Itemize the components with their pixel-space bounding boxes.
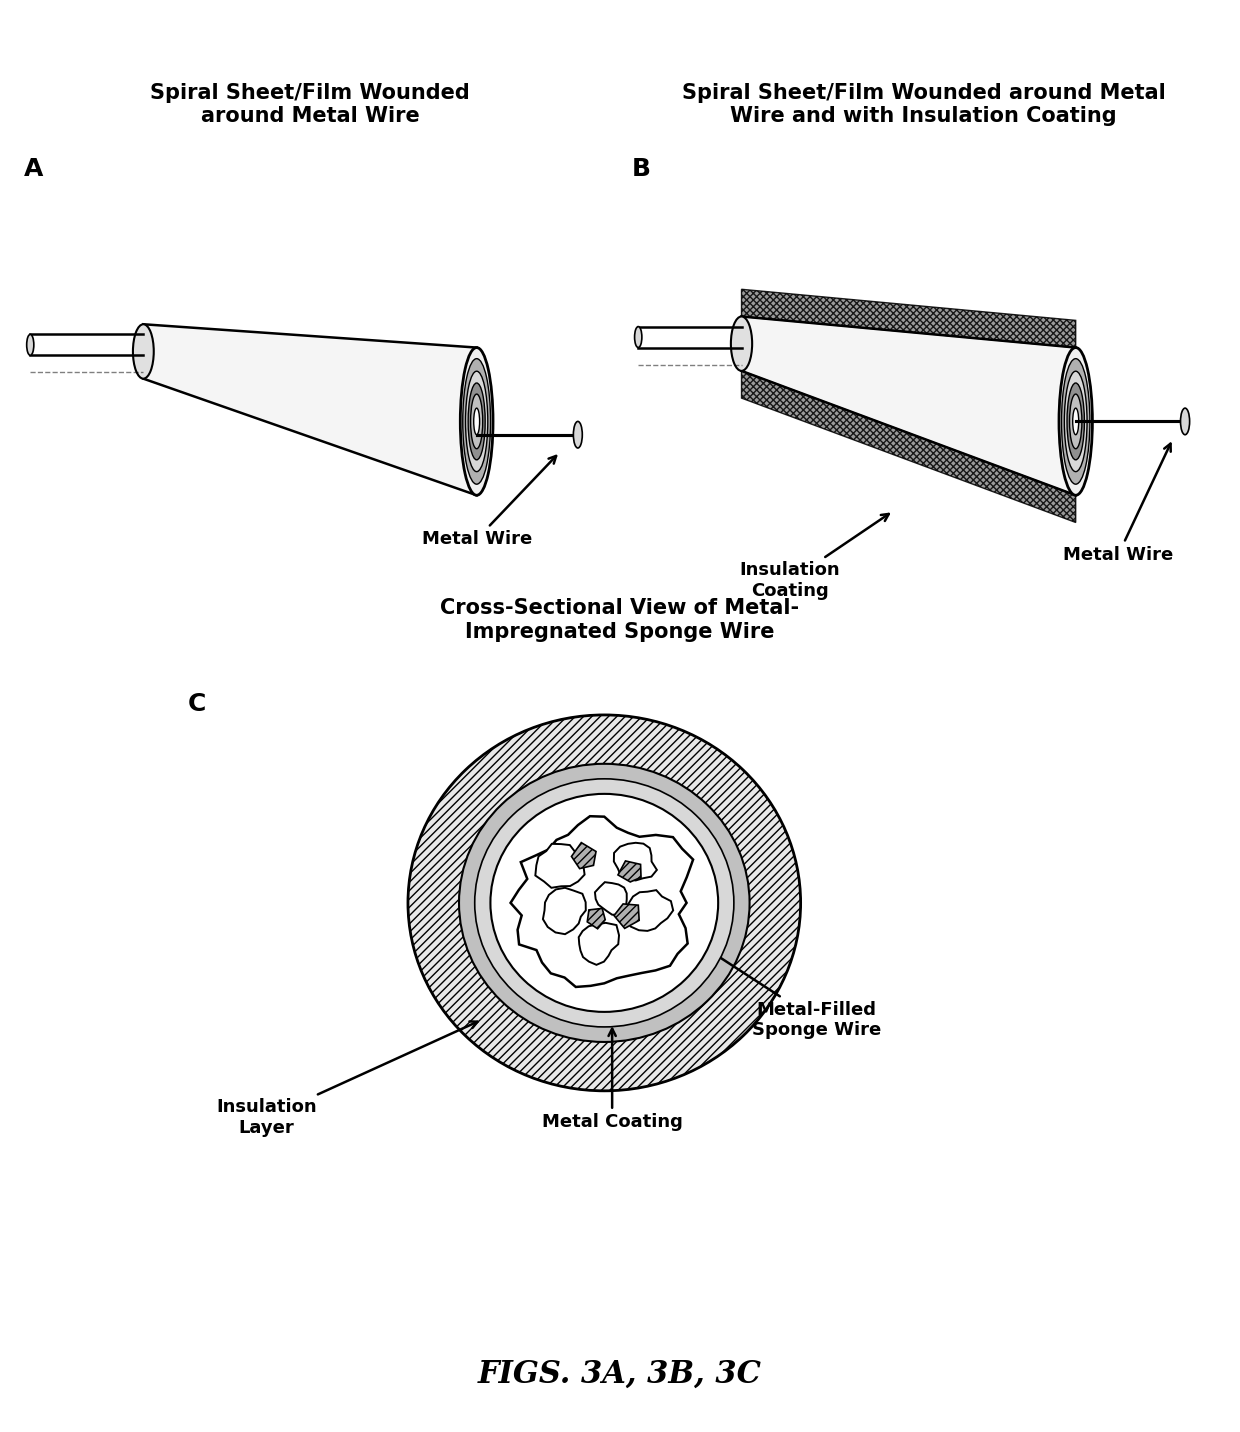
Circle shape <box>475 779 734 1027</box>
Ellipse shape <box>730 316 753 371</box>
Text: Metal Wire: Metal Wire <box>1063 444 1173 564</box>
Text: Cross-Sectional View of Metal-
Impregnated Sponge Wire: Cross-Sectional View of Metal- Impregnat… <box>440 599 800 642</box>
Polygon shape <box>742 371 1075 523</box>
Text: Metal Wire: Metal Wire <box>422 455 556 548</box>
Ellipse shape <box>1064 371 1087 471</box>
Text: Metal-Filled
Sponge Wire: Metal-Filled Sponge Wire <box>652 914 880 1040</box>
Ellipse shape <box>465 371 487 471</box>
Polygon shape <box>536 843 584 888</box>
Text: C: C <box>188 693 206 716</box>
Ellipse shape <box>1180 408 1189 435</box>
Text: Insulation
Coating: Insulation Coating <box>740 514 889 600</box>
Polygon shape <box>511 816 693 987</box>
Text: Insulation
Layer: Insulation Layer <box>216 1021 477 1137</box>
Text: Metal Coating: Metal Coating <box>542 1028 682 1131</box>
Text: A: A <box>25 158 43 180</box>
Polygon shape <box>144 324 476 495</box>
Ellipse shape <box>133 324 154 378</box>
Polygon shape <box>588 908 605 929</box>
Polygon shape <box>625 891 673 931</box>
Polygon shape <box>595 882 626 915</box>
Ellipse shape <box>463 358 491 484</box>
Circle shape <box>408 715 801 1091</box>
Text: Spiral Sheet/Film Wounded around Metal
Wire and with Insulation Coating: Spiral Sheet/Film Wounded around Metal W… <box>682 83 1166 126</box>
Circle shape <box>490 793 718 1012</box>
Polygon shape <box>742 289 1075 348</box>
Ellipse shape <box>469 382 485 460</box>
Polygon shape <box>572 842 596 869</box>
Polygon shape <box>614 843 657 881</box>
Polygon shape <box>614 904 639 928</box>
Ellipse shape <box>1070 394 1081 448</box>
Ellipse shape <box>471 394 482 448</box>
Text: B: B <box>632 158 651 180</box>
Ellipse shape <box>474 408 480 435</box>
Ellipse shape <box>1061 358 1090 484</box>
Ellipse shape <box>1073 408 1079 435</box>
Circle shape <box>459 763 749 1042</box>
Text: Spiral Sheet/Film Wounded
around Metal Wire: Spiral Sheet/Film Wounded around Metal W… <box>150 83 470 126</box>
Ellipse shape <box>1059 348 1092 495</box>
Ellipse shape <box>1066 382 1085 460</box>
Text: FIGS. 3A, 3B, 3C: FIGS. 3A, 3B, 3C <box>479 1359 761 1390</box>
Polygon shape <box>742 316 1075 495</box>
Ellipse shape <box>635 326 642 348</box>
Ellipse shape <box>573 421 583 448</box>
Polygon shape <box>618 861 641 882</box>
Ellipse shape <box>27 334 33 355</box>
Ellipse shape <box>460 348 494 495</box>
Polygon shape <box>543 888 585 934</box>
Polygon shape <box>579 922 619 965</box>
